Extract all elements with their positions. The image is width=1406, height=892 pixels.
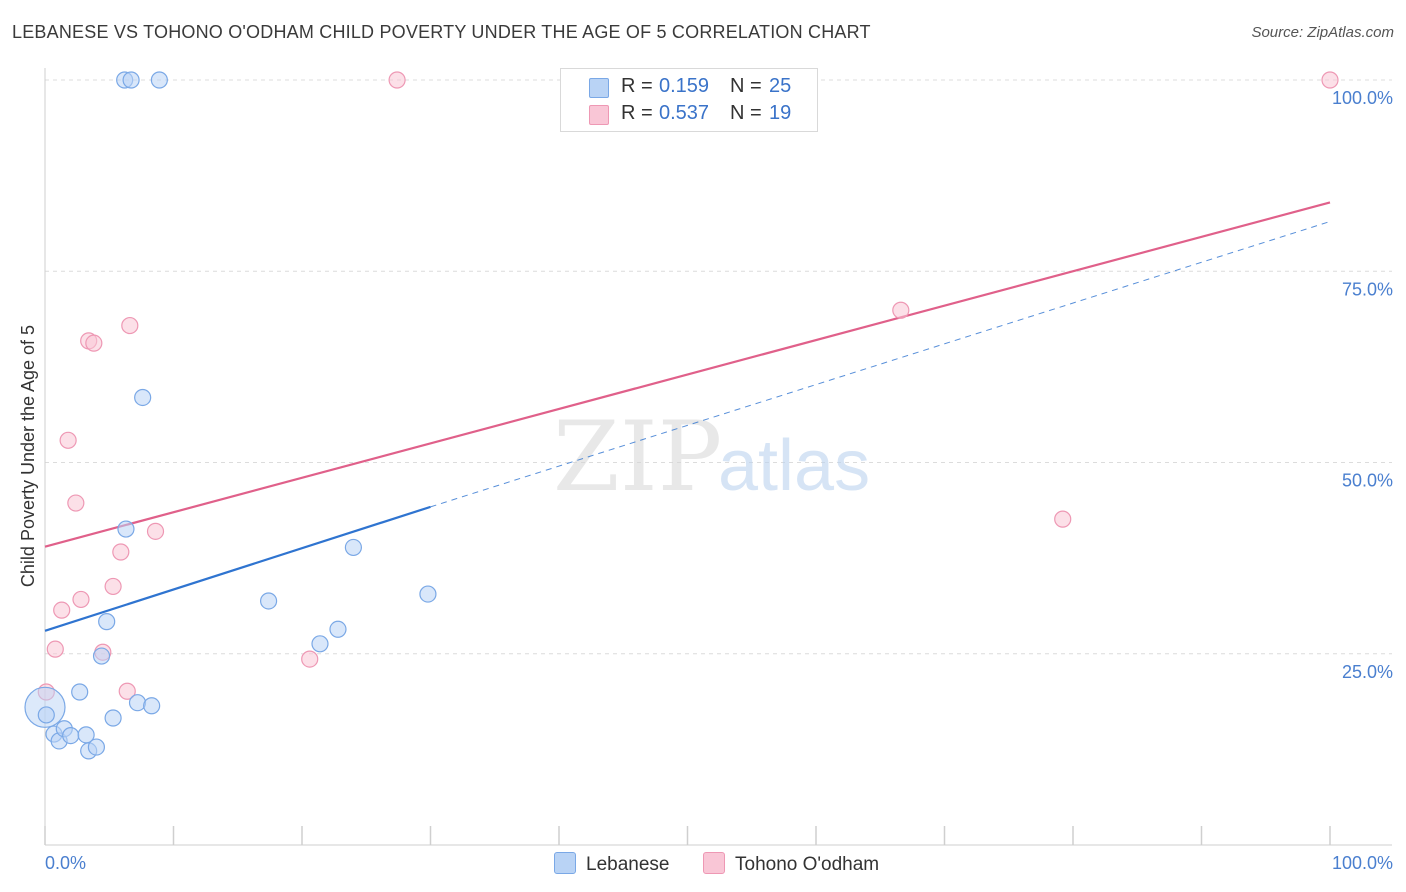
lebanese-swatch [589,78,609,98]
legend-n-value: 25 [769,75,792,97]
legend-r-value: 0.537 [659,102,710,124]
bottom-legend-tohono: Tohono O'odham [703,852,879,876]
tohono-swatch [589,105,609,125]
watermark-zip: ZIP [553,401,722,513]
chart-title: LEBANESE VS TOHONO O'ODHAM CHILD POVERTY… [12,22,871,42]
legend-n-label: N = [730,102,762,124]
lebanese-trend-line [44,505,431,632]
tohono-point [118,682,136,700]
stats-legend: R = 0.159 N = 25 R = 0.537 N = 19 [560,68,818,132]
tohono-point [72,590,90,609]
y-tick-label: 50.0% [1342,471,1393,491]
lebanese-point [117,520,135,538]
legend-r-label: R = [621,102,653,124]
tohono-trend-line [44,201,1331,548]
lebanese-point [104,709,122,727]
tohono-legend-label: Tohono O'odham [735,854,880,875]
legend-n-value: 19 [769,102,792,124]
tohono-point [121,316,139,335]
lebanese-point [122,71,140,89]
tohono-point [301,650,319,668]
lebanese-point [37,706,55,724]
tohono-point [1054,510,1072,528]
tohono-point [85,334,103,352]
legend-n-label: N = [730,75,762,97]
y-tick-label: 25.0% [1342,662,1393,682]
trend-lines [44,201,1331,632]
lebanese-point [71,683,89,701]
lebanese-point [143,697,161,715]
x-tick-label: 100.0% [1332,853,1393,873]
lebanese-point [329,620,347,638]
tohono-point [67,494,85,512]
tohono-point [104,577,122,596]
axes [44,68,1392,846]
lebanese-point [92,647,111,665]
data-points [24,71,1339,760]
y-tick-label: 100.0% [1332,88,1393,108]
lebanese-point [419,585,437,603]
lebanese-point [134,388,152,407]
lebanese-point [128,694,147,712]
tohono-point [46,640,64,658]
lebanese-point [98,613,116,631]
x-tick-label: 0.0% [45,853,86,873]
tohono-point [1321,71,1339,89]
lebanese-point [62,727,80,745]
gridlines [45,79,1392,655]
lebanese-legend-swatch [554,852,576,874]
lebanese-legend-label: Lebanese [586,854,670,875]
lebanese-point [311,635,329,653]
watermark-atlas: atlas [718,426,870,506]
bottom-legend-lebanese: Lebanese [554,852,669,876]
lebanese-point [344,538,362,557]
tohono-legend-swatch [703,852,725,874]
tohono-point [892,301,910,319]
source-label: Source: ZipAtlas.com [1251,24,1394,41]
legend-r-value: 0.159 [659,75,710,97]
tohono-point [53,601,71,619]
tohono-point [388,71,406,89]
legend-r-label: R = [621,75,653,97]
lebanese-point [259,592,278,610]
tohono-point [59,431,77,449]
lebanese-point [150,71,168,89]
lebanese-trend-extension [430,221,1331,508]
tohono-point [112,543,130,561]
axis-labels: 25.0% 50.0% 75.0% 100.0% 0.0% 100.0% Child Pov… [18,88,1393,873]
y-axis-title: Child Poverty Under the Age of 5 [18,325,38,587]
tohono-point [146,522,165,540]
lebanese-point [87,738,106,756]
y-tick-label: 75.0% [1342,279,1393,299]
